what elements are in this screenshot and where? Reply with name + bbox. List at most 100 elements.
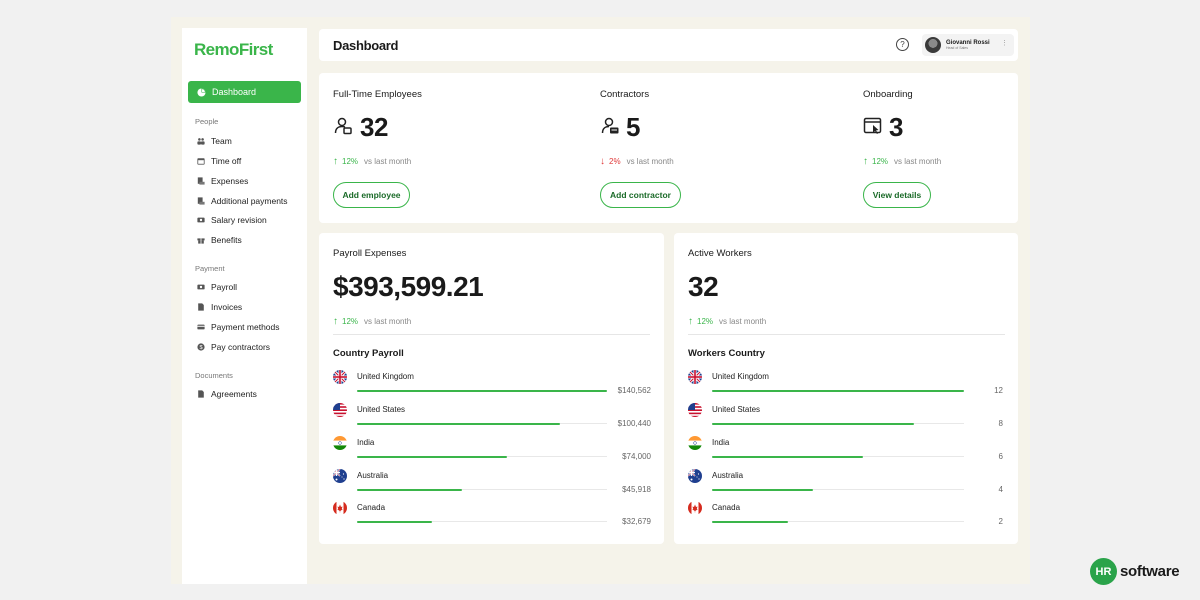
sidebar-item-dashboard[interactable]: Dashboard	[188, 81, 301, 103]
bar-fill	[357, 389, 607, 392]
stat-value: 32	[360, 112, 388, 142]
trend-percent: 2%	[609, 157, 621, 166]
flag-in-icon	[688, 436, 702, 450]
add-contractor-button[interactable]: Add contractor	[600, 182, 681, 208]
country-name: Australia	[712, 471, 744, 480]
flag-us-icon	[688, 403, 702, 417]
sidebar-item-time-off[interactable]: Time off	[197, 156, 241, 166]
flag-uk-icon	[688, 370, 702, 384]
bar-fill	[712, 422, 914, 425]
flag-au-icon	[688, 469, 702, 483]
trend-label: vs last month	[364, 317, 412, 326]
sidebar-item-agreements[interactable]: Agreements	[197, 389, 257, 399]
country-row: United Kingdom 12	[674, 370, 1018, 400]
logo[interactable]: RemoFirst	[194, 40, 273, 59]
arrow-down-icon: ↓	[600, 156, 605, 167]
sidebar-item-salary-revision[interactable]: Salary revision	[197, 215, 267, 225]
sidebar-item-payment-methods[interactable]: Payment methods	[197, 322, 280, 332]
user-name: Giovanni Rossi	[946, 39, 990, 46]
stat-title: Contractors	[600, 89, 650, 100]
sidebar-item-label: Agreements	[211, 389, 257, 399]
flag-ca-icon	[688, 501, 702, 515]
sidebar-item-label: Additional payments	[211, 196, 288, 206]
bar-fill	[357, 488, 462, 491]
help-icon[interactable]: ?	[896, 38, 909, 51]
sidebar-item-additional-payments[interactable]: Additional payments	[197, 196, 288, 206]
bar-fill	[712, 455, 863, 458]
flag-ca-icon	[333, 501, 347, 515]
stat-title: Full-Time Employees	[333, 89, 422, 100]
money-icon	[197, 283, 205, 291]
country-name: Australia	[357, 471, 389, 480]
trend-label: vs last month	[719, 317, 767, 326]
payroll-total: $393,599.21	[333, 271, 484, 302]
employee-icon	[334, 117, 352, 135]
trend: ↑ 12% vs last month	[688, 316, 766, 327]
bar-fill	[712, 520, 788, 523]
team-icon	[197, 137, 205, 145]
country-value: 4	[998, 485, 1003, 494]
trend-percent: 12%	[697, 317, 714, 326]
bar-fill	[357, 455, 507, 458]
bar-fill	[357, 422, 560, 425]
workers-total: 32	[688, 271, 719, 302]
dollar-icon: $	[197, 343, 205, 351]
section-payment: Payment	[195, 264, 225, 273]
sidebar-item-payroll[interactable]: Payroll	[197, 282, 237, 292]
section-title: Workers Country	[688, 348, 765, 359]
arrow-up-icon: ↑	[863, 156, 868, 167]
country-row: India 6	[674, 436, 1018, 466]
arrow-up-icon: ↑	[333, 156, 338, 167]
flag-in-icon	[333, 436, 347, 450]
section-documents: Documents	[195, 371, 233, 380]
stat-value: 5	[626, 112, 640, 142]
view-details-button[interactable]: View details	[863, 182, 931, 208]
sidebar-item-label: Salary revision	[211, 215, 267, 225]
sidebar-item-label: Dashboard	[212, 87, 257, 97]
country-name: United Kingdom	[357, 372, 414, 381]
country-row: United States 8	[674, 403, 1018, 433]
country-value: 6	[998, 452, 1003, 461]
card-title: Active Workers	[688, 248, 752, 259]
add-employee-button[interactable]: Add employee	[333, 182, 410, 208]
receipt-icon	[197, 177, 205, 185]
bar-track	[712, 422, 964, 425]
stat-value: 3	[889, 112, 903, 142]
trend-label: vs last month	[894, 157, 942, 166]
document-icon	[197, 390, 205, 398]
sidebar-item-label: Time off	[211, 156, 242, 166]
stat-title: Onboarding	[863, 89, 913, 100]
country-value: $45,918	[622, 485, 651, 494]
flag-us-icon	[333, 403, 347, 417]
sidebar-item-pay-contractors[interactable]: $ Pay contractors	[197, 342, 270, 352]
hr-text: software	[1120, 563, 1180, 580]
bar-fill	[712, 389, 964, 392]
country-row: United States $100,440	[319, 403, 664, 433]
trend: ↓ 2% vs last month	[600, 156, 674, 167]
country-name: India	[712, 438, 730, 447]
stats-card: Full-Time Employees 32 ↑ 12% vs last mon…	[319, 73, 1018, 223]
section-title: Country Payroll	[333, 348, 404, 359]
country-row: Australia 4	[674, 469, 1018, 499]
sidebar-item-label: Expenses	[211, 176, 249, 186]
hr-badge: HR	[1090, 558, 1117, 585]
calendar-icon	[197, 157, 205, 165]
gift-icon	[197, 236, 205, 244]
bar-track	[712, 455, 964, 458]
more-options-icon[interactable]: ⋮	[1001, 40, 1008, 47]
bar-fill	[712, 488, 813, 491]
arrow-up-icon: ↑	[333, 316, 338, 327]
sidebar-item-benefits[interactable]: Benefits	[197, 235, 242, 245]
country-value: 12	[994, 386, 1003, 395]
bar-track	[357, 520, 607, 523]
bar-track	[712, 488, 964, 491]
bar-track	[357, 488, 607, 491]
svg-text:$: $	[199, 345, 203, 351]
country-name: Canada	[712, 503, 741, 512]
sidebar-item-expenses[interactable]: Expenses	[197, 176, 248, 186]
active-workers-card: Active Workers 32 ↑ 12% vs last month Wo…	[674, 233, 1018, 544]
user-menu[interactable]: Giovanni Rossi Head of Sales ⋮	[922, 34, 1014, 56]
sidebar-item-invoices[interactable]: Invoices	[197, 302, 242, 312]
sidebar-item-team[interactable]: Team	[197, 136, 232, 146]
country-value: 8	[998, 419, 1003, 428]
